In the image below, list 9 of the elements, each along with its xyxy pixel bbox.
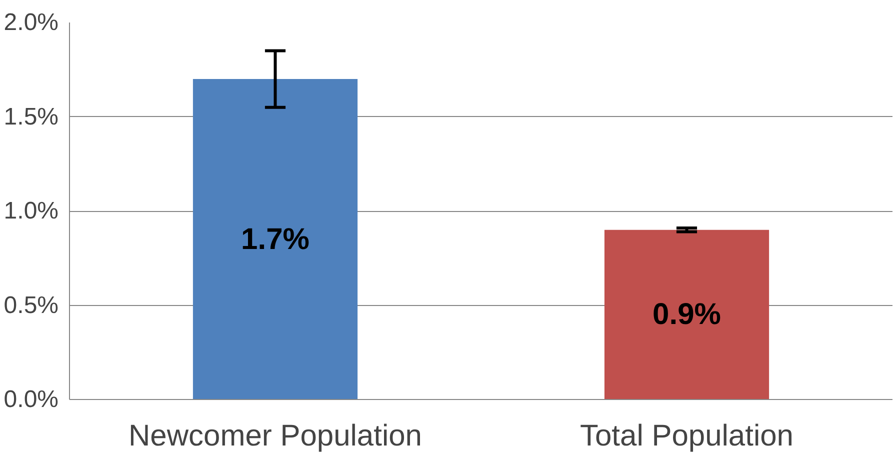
- y-tick-label: 0.0%: [4, 386, 58, 413]
- y-tick-label: 2.0%: [4, 9, 58, 36]
- data-label: 0.9%: [652, 298, 721, 332]
- y-tick-label: 1.5%: [4, 103, 58, 130]
- x-tick-label: Total Population: [580, 420, 794, 452]
- data-label: 1.7%: [241, 222, 310, 256]
- x-tick-label: Newcomer Population: [128, 420, 422, 452]
- y-tick-label: 1.0%: [4, 198, 58, 224]
- y-tick-label: 0.5%: [4, 292, 58, 319]
